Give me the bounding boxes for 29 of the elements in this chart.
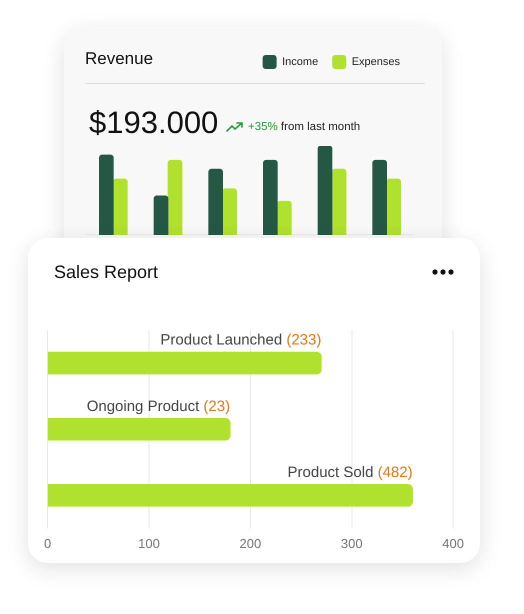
legend-label: Income: [282, 56, 318, 68]
bar: [372, 160, 387, 235]
bar: [222, 188, 237, 235]
x-tick-label: 200: [240, 536, 262, 551]
bar: [154, 196, 168, 235]
x-tick-label: 0: [44, 536, 52, 551]
text: +35% from last month: [248, 121, 360, 133]
bar: [48, 352, 322, 374]
chart-title: Sales Report: [54, 262, 158, 283]
bar: [318, 146, 332, 235]
x-tick-label: 300: [340, 536, 363, 551]
bar: [113, 178, 128, 235]
y-tick-label: Ongoing Product (23): [86, 398, 230, 415]
bar: [386, 178, 401, 235]
bar: [48, 418, 230, 441]
bar: [332, 168, 346, 235]
bar: [277, 200, 292, 235]
text: $193.000: [89, 105, 218, 141]
bar: [208, 168, 223, 235]
bar: [48, 484, 413, 507]
y-tick-label: Product Launched (233): [160, 332, 322, 349]
bar: [99, 154, 114, 235]
bar: [263, 160, 278, 235]
x-tick-label: 100: [138, 536, 160, 551]
x-tick-label: 400: [442, 536, 464, 551]
y-tick-label: Product Sold (482): [288, 464, 413, 481]
bar: [168, 160, 182, 235]
chart-title: Revenue: [85, 49, 154, 69]
legend-label: Expenses: [352, 56, 400, 68]
